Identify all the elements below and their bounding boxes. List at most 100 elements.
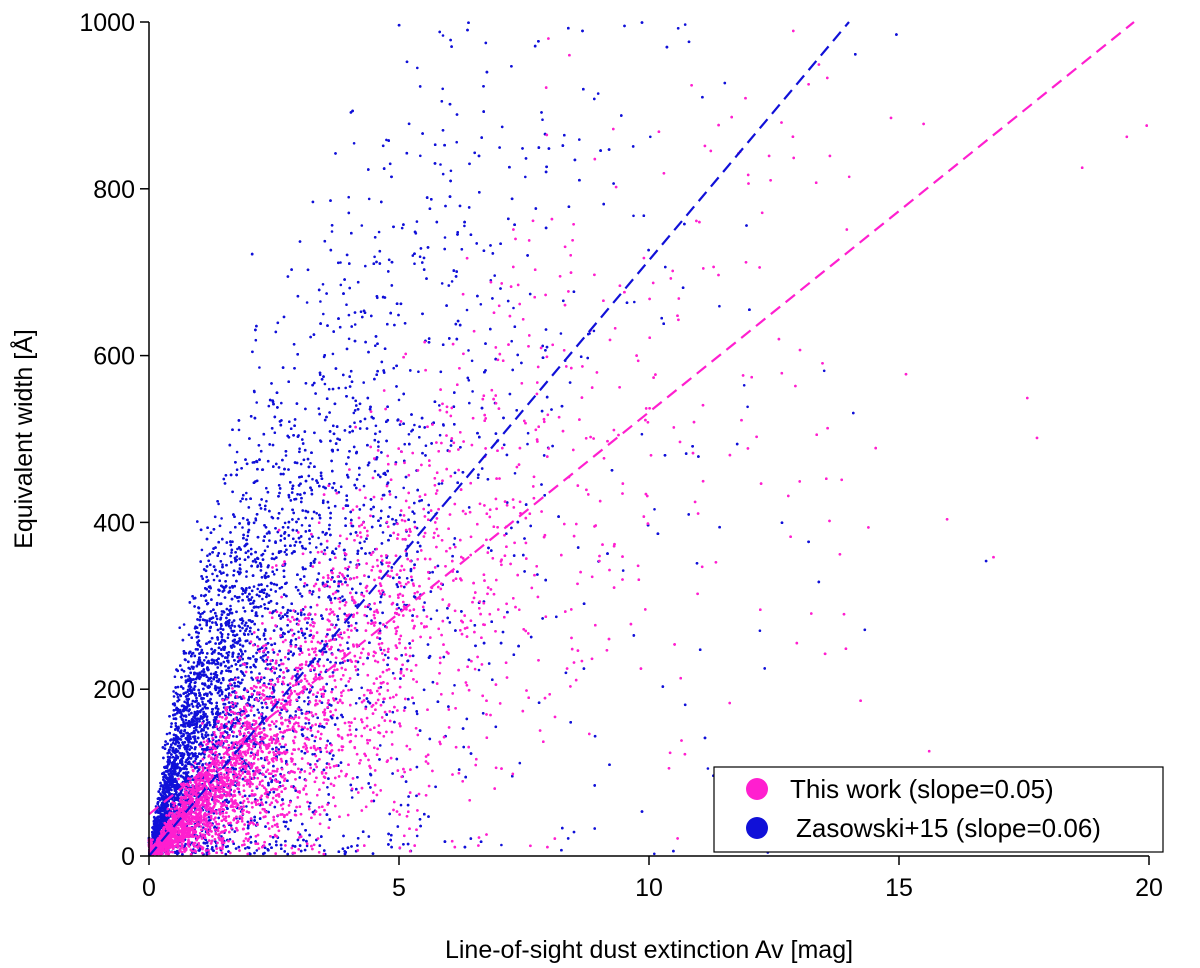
scatter-point bbox=[269, 588, 273, 591]
scatter-point bbox=[258, 672, 261, 675]
scatter-point bbox=[273, 431, 277, 435]
scatter-point bbox=[683, 23, 687, 26]
scatter-point bbox=[172, 690, 175, 693]
scatter-point bbox=[347, 337, 351, 341]
scatter-point bbox=[297, 517, 300, 521]
scatter-point bbox=[337, 386, 341, 390]
scatter-point bbox=[407, 433, 411, 436]
scatter-point bbox=[353, 323, 357, 326]
scatter-point bbox=[330, 230, 334, 233]
scatter-point bbox=[178, 626, 181, 629]
scatter-point bbox=[279, 658, 283, 662]
scatter-point bbox=[373, 255, 376, 259]
scatter-point bbox=[217, 593, 220, 597]
scatter-point bbox=[298, 447, 301, 451]
scatter-point bbox=[413, 262, 416, 266]
scatter-point bbox=[215, 617, 219, 621]
scatter-point bbox=[288, 420, 291, 424]
scatter-point bbox=[415, 526, 419, 530]
scatter-point bbox=[416, 66, 419, 70]
scatter-point bbox=[210, 680, 213, 683]
scatter-point bbox=[399, 803, 403, 807]
scatter-point bbox=[471, 390, 474, 393]
scatter-point bbox=[220, 692, 224, 696]
scatter-point bbox=[294, 637, 298, 641]
scatter-point bbox=[438, 433, 442, 437]
scatter-point bbox=[304, 722, 308, 725]
scatter-point bbox=[468, 401, 471, 405]
scatter-point bbox=[199, 759, 202, 763]
scatter-point bbox=[653, 852, 656, 856]
scatter-point bbox=[746, 405, 749, 409]
scatter-point bbox=[200, 733, 204, 736]
scatter-point bbox=[323, 382, 327, 386]
scatter-point bbox=[239, 629, 242, 633]
scatter-point bbox=[229, 604, 232, 608]
scatter-point bbox=[317, 595, 321, 599]
scatter-point bbox=[263, 549, 267, 552]
scatter-point bbox=[440, 482, 444, 485]
scatter-point bbox=[354, 702, 358, 705]
scatter-point bbox=[266, 545, 270, 548]
scatter-point bbox=[822, 369, 826, 373]
scatter-point bbox=[169, 739, 172, 742]
scatter-point bbox=[258, 366, 261, 369]
scatter-point bbox=[510, 339, 513, 343]
scatter-point bbox=[245, 575, 248, 578]
scatter-point bbox=[424, 444, 428, 448]
scatter-point bbox=[541, 118, 544, 121]
scatter-point bbox=[204, 656, 208, 659]
scatter-point bbox=[360, 686, 364, 690]
scatter-point bbox=[284, 454, 288, 457]
scatter-point bbox=[384, 653, 387, 657]
scatter-point bbox=[310, 593, 314, 596]
scatter-point bbox=[165, 732, 169, 736]
scatter-point bbox=[329, 660, 332, 664]
scatter-point bbox=[212, 812, 216, 815]
scatter-point bbox=[394, 495, 398, 499]
scatter-point bbox=[232, 735, 235, 738]
scatter-point bbox=[391, 710, 395, 714]
scatter-point bbox=[287, 496, 291, 499]
scatter-point bbox=[578, 138, 581, 141]
scatter-point bbox=[334, 547, 338, 550]
scatter-point bbox=[266, 584, 269, 588]
scatter-point bbox=[286, 608, 290, 612]
scatter-point bbox=[264, 775, 267, 779]
scatter-point bbox=[455, 140, 459, 144]
scatter-point bbox=[200, 548, 204, 552]
scatter-point bbox=[225, 651, 229, 655]
scatter-point bbox=[500, 843, 503, 847]
scatter-point bbox=[208, 619, 211, 623]
scatter-point bbox=[415, 712, 419, 716]
scatter-point bbox=[283, 521, 287, 525]
scatter-point bbox=[248, 794, 251, 798]
scatter-point bbox=[257, 711, 261, 714]
scatter-point bbox=[441, 172, 445, 176]
scatter-point bbox=[359, 310, 363, 314]
scatter-point bbox=[319, 300, 322, 303]
scatter-point bbox=[370, 619, 373, 622]
scatter-point bbox=[476, 476, 480, 480]
scatter-point bbox=[333, 552, 336, 556]
scatter-point bbox=[256, 679, 259, 682]
scatter-point bbox=[159, 792, 162, 795]
scatter-point bbox=[423, 601, 426, 604]
scatter-point bbox=[355, 728, 358, 731]
scatter-point bbox=[374, 344, 377, 348]
scatter-point bbox=[215, 676, 219, 679]
scatter-point bbox=[310, 517, 314, 520]
scatter-point bbox=[267, 404, 271, 408]
scatter-point bbox=[718, 304, 721, 308]
scatter-point bbox=[272, 573, 276, 576]
scatter-point bbox=[308, 542, 312, 545]
scatter-point bbox=[327, 387, 331, 391]
scatter-point bbox=[303, 636, 307, 640]
scatter-point bbox=[270, 515, 274, 519]
scatter-point bbox=[419, 154, 422, 158]
scatter-point bbox=[173, 675, 177, 678]
scatter-point bbox=[305, 583, 309, 587]
scatter-point bbox=[201, 700, 204, 704]
scatter-point bbox=[203, 659, 206, 662]
scatter-point bbox=[526, 431, 530, 435]
